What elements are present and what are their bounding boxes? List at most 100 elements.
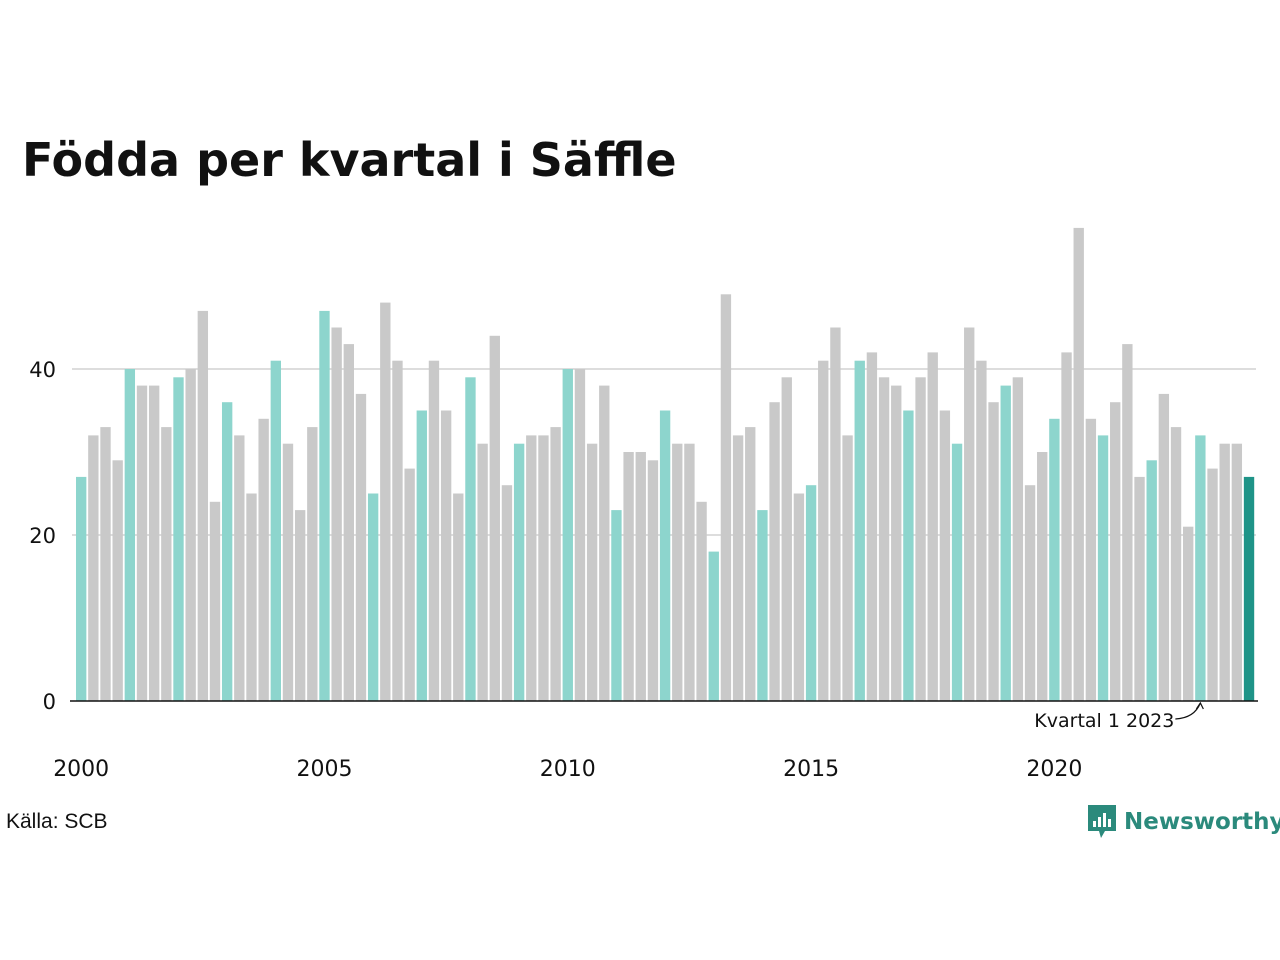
bar <box>440 410 452 701</box>
bar <box>209 501 221 701</box>
bar <box>1012 377 1024 701</box>
bar <box>1110 402 1121 701</box>
bar <box>1183 526 1194 701</box>
bar <box>246 493 257 701</box>
bar <box>635 452 646 701</box>
bar <box>282 443 294 701</box>
bar <box>489 335 500 701</box>
bar <box>927 352 938 701</box>
bar <box>1073 227 1084 701</box>
bar <box>1049 418 1060 701</box>
bar <box>343 344 354 701</box>
bar <box>781 377 792 701</box>
bar <box>136 385 148 701</box>
x-tick-label: 2010 <box>540 757 596 782</box>
bar <box>805 485 817 701</box>
bar <box>769 402 780 701</box>
x-axis-ticks: 2000 2005 2010 2015 2020 <box>53 757 1082 782</box>
bar <box>1097 435 1109 701</box>
brand-logo: Newsworthy <box>1088 803 1280 841</box>
bar <box>88 435 99 701</box>
annotation: Kvartal 1 2023 <box>1034 701 1204 732</box>
bar <box>696 501 707 701</box>
chart-title: Födda per kvartal i Säffle <box>22 133 677 187</box>
bar <box>221 402 233 701</box>
bar <box>842 435 853 701</box>
bar <box>513 443 525 701</box>
annotation-label: Kvartal 1 2023 <box>1034 710 1174 732</box>
bar <box>866 352 878 701</box>
bar <box>234 435 245 701</box>
bar <box>538 435 549 701</box>
bar <box>720 294 732 701</box>
newsworthy-logo-icon <box>1088 805 1116 838</box>
y-tick-label: 20 <box>29 524 56 548</box>
annotation-arrow <box>1175 701 1204 720</box>
bar <box>672 443 683 701</box>
bar <box>355 393 367 701</box>
bar <box>611 510 622 701</box>
bar <box>76 476 87 701</box>
bar <box>501 485 513 701</box>
bar <box>428 360 440 701</box>
bar <box>976 360 987 701</box>
source-note: Källa: SCB <box>6 810 108 833</box>
bar <box>197 310 209 701</box>
bar <box>1231 443 1243 701</box>
bar <box>477 443 488 701</box>
x-tick-label: 2000 <box>53 757 109 782</box>
bar <box>647 460 659 701</box>
bar <box>1219 443 1230 701</box>
bar <box>124 369 136 701</box>
bar <box>112 460 123 701</box>
bars <box>76 227 1255 701</box>
bar <box>1158 393 1170 701</box>
bar <box>258 418 269 701</box>
bar <box>173 377 184 701</box>
bar <box>939 410 951 701</box>
bar <box>100 427 111 701</box>
y-tick-label: 0 <box>43 690 56 714</box>
bar <box>757 510 768 701</box>
y-tick-label: 40 <box>29 358 56 382</box>
x-tick-label: 2005 <box>297 757 353 782</box>
bar <box>1195 435 1206 701</box>
bar <box>185 369 196 701</box>
y-axis-ticks: 0 20 40 <box>29 358 56 714</box>
bar <box>623 452 634 701</box>
bar <box>392 360 403 701</box>
bar <box>732 435 744 701</box>
bar <box>1122 344 1133 701</box>
brand-name: Newsworthy <box>1124 809 1280 835</box>
bar <box>1146 460 1157 701</box>
bar <box>915 377 926 701</box>
bar <box>148 385 160 701</box>
bar <box>550 427 561 701</box>
bar <box>465 377 476 701</box>
bar <box>319 310 330 701</box>
bar-chart: 0 20 40 2000 2005 2010 2015 2020 Kvartal 1 202… <box>29 227 1258 782</box>
bar <box>404 468 415 701</box>
bar <box>307 427 318 701</box>
bar <box>708 551 719 701</box>
bar <box>294 510 306 701</box>
bar <box>1243 476 1255 701</box>
bar <box>1085 418 1097 701</box>
bar <box>1170 427 1182 701</box>
bar <box>1207 468 1218 701</box>
bar <box>1134 476 1145 701</box>
bar <box>367 493 379 701</box>
bar <box>599 385 610 701</box>
bar <box>331 327 342 701</box>
bar <box>380 302 391 701</box>
bar <box>453 493 464 701</box>
bar <box>526 435 537 701</box>
bar <box>161 427 172 701</box>
bar <box>891 385 902 701</box>
bar <box>684 443 695 701</box>
bar <box>562 369 573 701</box>
bar <box>951 443 963 701</box>
bar <box>964 327 975 701</box>
bar <box>745 427 756 701</box>
bar <box>1037 452 1048 701</box>
